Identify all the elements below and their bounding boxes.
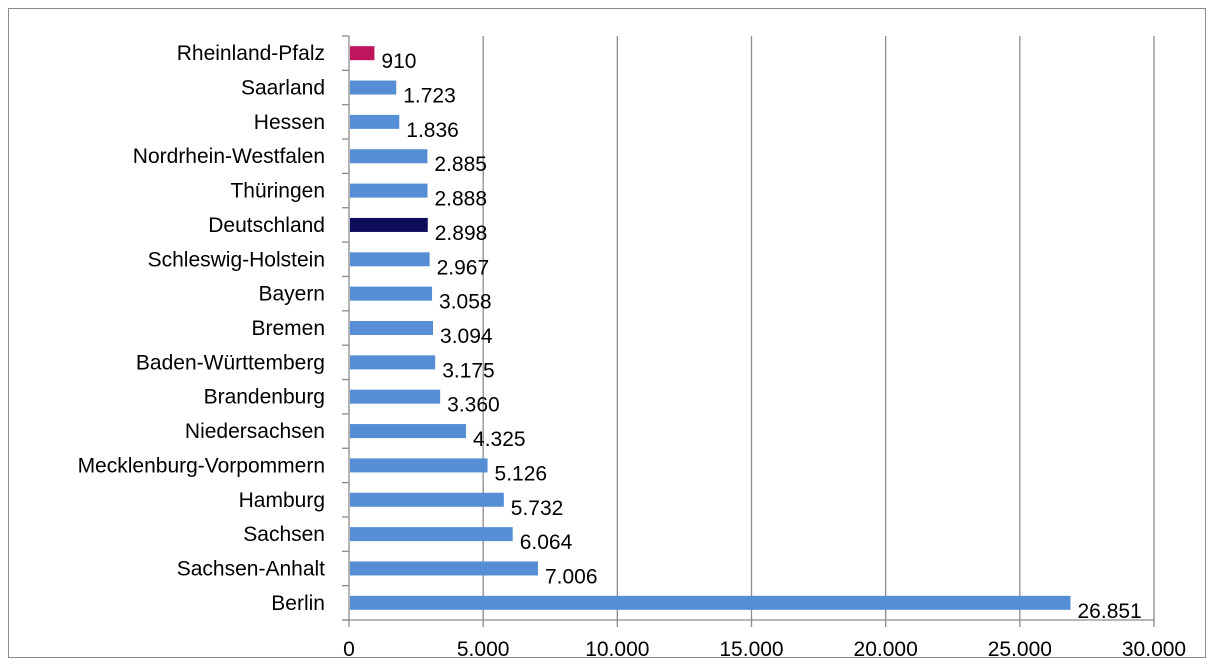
value-label: 6.064	[520, 531, 573, 554]
value-label: 2.885	[434, 153, 487, 176]
bar-chart: Rheinland-Pfalz 910 Saarland 1.723 Hessen 1.8…	[78, 35, 1187, 657]
value-label: 2.888	[434, 188, 487, 211]
bar-rheinland-pfalz	[350, 46, 375, 61]
labels: Rheinland-Pfalz 910 Saarland 1.723 Hessen 1.8…	[78, 42, 1187, 657]
value-label: 4.325	[473, 428, 526, 451]
category-label: Niedersachsen	[185, 420, 325, 443]
tick-label: 10.000	[585, 638, 649, 657]
bar-bremen	[350, 321, 434, 335]
chart-frame: Rheinland-Pfalz 910 Saarland 1.723 Hessen 1.8…	[8, 8, 1206, 658]
tick-label: 20.000	[854, 638, 918, 657]
category-label: Bremen	[251, 317, 325, 340]
bar-baden-w-rttemberg	[350, 355, 436, 370]
bar-schleswig-holstein	[350, 252, 430, 267]
bar-bayern	[350, 286, 433, 301]
category-label: Rheinland-Pfalz	[177, 42, 325, 65]
bar-brandenburg	[350, 389, 441, 404]
value-label: 5.732	[511, 497, 564, 520]
bar-saarland	[350, 80, 397, 95]
bars	[350, 46, 1071, 610]
gridlines	[482, 36, 1155, 620]
category-label: Sachsen	[243, 523, 325, 546]
value-label: 5.126	[495, 462, 548, 485]
bar-th-ringen	[350, 183, 428, 198]
category-label: Deutschland	[208, 214, 325, 237]
bar-deutschland	[350, 217, 428, 232]
tick-label: 15.000	[719, 638, 783, 657]
bar-niedersachsen	[350, 424, 467, 439]
category-label: Bayern	[258, 283, 325, 306]
bar-nordrhein-westfalen	[350, 149, 428, 164]
value-label: 910	[381, 50, 416, 73]
category-label: Sachsen-Anhalt	[177, 557, 325, 580]
category-label: Mecklenburg-Vorpommern	[78, 454, 325, 477]
value-label: 2.967	[437, 256, 490, 279]
bar-sachsen	[350, 527, 513, 542]
bar-hamburg	[350, 492, 504, 507]
tick-label: 30.000	[1122, 638, 1186, 657]
axes	[342, 35, 1155, 627]
value-label: 7.006	[545, 565, 598, 588]
value-label: 3.058	[439, 291, 492, 314]
tick-label: 25.000	[988, 638, 1052, 657]
tick-label: 5.000	[457, 638, 510, 657]
bar-berlin	[350, 595, 1071, 610]
category-label: Brandenburg	[204, 386, 325, 409]
bar-hessen	[350, 114, 400, 129]
bar-mecklenburg-vorpommern	[350, 458, 488, 473]
value-label: 2.898	[435, 222, 488, 245]
value-label: 1.836	[406, 119, 459, 142]
category-label: Berlin	[271, 592, 325, 615]
value-label: 3.094	[440, 325, 493, 348]
bar-sachsen-anhalt	[350, 561, 538, 576]
value-label: 1.723	[403, 85, 456, 108]
tick-label: 0	[343, 638, 355, 657]
category-label: Baden-Württemberg	[136, 351, 325, 374]
category-label: Nordrhein-Westfalen	[133, 145, 325, 168]
value-label: 26.851	[1078, 600, 1142, 623]
category-label: Hamburg	[239, 489, 325, 512]
category-label: Hessen	[254, 111, 325, 134]
category-label: Saarland	[241, 77, 325, 100]
value-label: 3.175	[442, 359, 495, 382]
category-label: Schleswig-Holstein	[148, 248, 325, 271]
value-label: 3.360	[447, 394, 500, 417]
category-label: Thüringen	[230, 180, 325, 203]
